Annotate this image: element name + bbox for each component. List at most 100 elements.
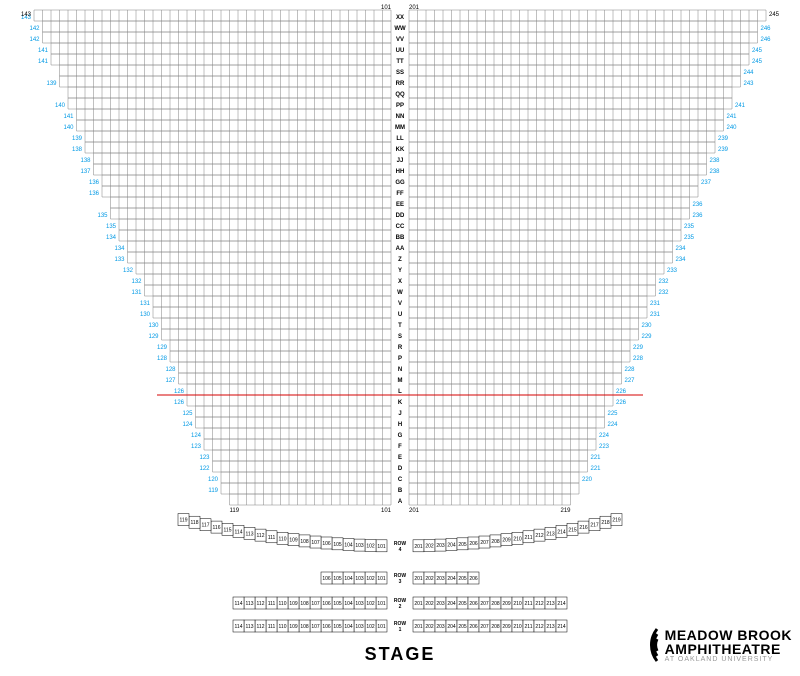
svg-text:HH: HH xyxy=(396,169,405,175)
svg-text:101: 101 xyxy=(377,576,386,582)
svg-text:216: 216 xyxy=(579,525,588,531)
svg-text:203: 203 xyxy=(436,576,445,582)
svg-text:115: 115 xyxy=(224,527,232,533)
svg-text:103: 103 xyxy=(355,576,364,582)
svg-text:118: 118 xyxy=(191,520,199,526)
svg-text:N: N xyxy=(398,367,402,373)
svg-text:H: H xyxy=(398,422,402,428)
svg-text:W: W xyxy=(397,290,403,296)
svg-text:202: 202 xyxy=(425,544,434,550)
svg-text:J: J xyxy=(398,411,401,417)
svg-text:205: 205 xyxy=(458,601,467,607)
svg-text:231: 231 xyxy=(650,312,661,318)
svg-text:T: T xyxy=(398,323,402,329)
svg-text:138: 138 xyxy=(80,158,91,164)
svg-text:119: 119 xyxy=(230,508,240,514)
svg-text:128: 128 xyxy=(157,356,168,362)
svg-text:211: 211 xyxy=(525,601,533,607)
svg-text:213: 213 xyxy=(546,601,555,607)
svg-text:2: 2 xyxy=(399,604,402,610)
svg-text:226: 226 xyxy=(616,389,627,395)
svg-text:MM: MM xyxy=(395,125,405,131)
svg-text:142: 142 xyxy=(29,37,40,43)
svg-text:208: 208 xyxy=(491,601,500,607)
svg-text:KK: KK xyxy=(396,147,405,153)
svg-text:131: 131 xyxy=(131,290,142,296)
svg-text:Y: Y xyxy=(398,268,402,274)
svg-text:SS: SS xyxy=(396,70,404,76)
svg-text:105: 105 xyxy=(333,542,342,548)
svg-text:241: 241 xyxy=(727,114,738,120)
svg-text:214: 214 xyxy=(557,624,566,630)
svg-text:109: 109 xyxy=(289,538,298,544)
svg-text:104: 104 xyxy=(344,601,353,607)
svg-text:143: 143 xyxy=(21,12,32,18)
svg-text:245: 245 xyxy=(752,59,763,65)
svg-text:NN: NN xyxy=(396,114,405,120)
svg-text:224: 224 xyxy=(599,433,610,439)
svg-text:224: 224 xyxy=(608,422,619,428)
svg-text:4: 4 xyxy=(399,547,402,553)
svg-text:P: P xyxy=(398,356,402,362)
svg-text:104: 104 xyxy=(344,624,353,630)
svg-text:207: 207 xyxy=(480,540,489,546)
svg-text:104: 104 xyxy=(344,543,353,549)
svg-text:123: 123 xyxy=(199,455,210,461)
svg-text:122: 122 xyxy=(199,466,210,472)
svg-text:221: 221 xyxy=(591,455,602,461)
svg-text:111: 111 xyxy=(268,535,276,541)
svg-text:126: 126 xyxy=(174,400,185,406)
svg-text:111: 111 xyxy=(268,624,276,630)
svg-text:113: 113 xyxy=(246,601,254,607)
svg-text:215: 215 xyxy=(568,527,577,533)
svg-text:213: 213 xyxy=(546,624,555,630)
svg-text:106: 106 xyxy=(322,624,331,630)
svg-text:D: D xyxy=(398,466,403,472)
svg-text:105: 105 xyxy=(333,624,342,630)
svg-text:228: 228 xyxy=(633,356,644,362)
svg-text:212: 212 xyxy=(535,624,544,630)
svg-text:219: 219 xyxy=(612,518,621,524)
svg-text:229: 229 xyxy=(642,334,653,340)
svg-text:105: 105 xyxy=(333,601,342,607)
svg-text:K: K xyxy=(398,400,403,406)
svg-text:Z: Z xyxy=(398,257,402,263)
svg-text:139: 139 xyxy=(72,136,83,142)
svg-text:BB: BB xyxy=(396,235,405,241)
svg-text:234: 234 xyxy=(676,257,687,263)
svg-text:120: 120 xyxy=(208,477,219,483)
svg-text:110: 110 xyxy=(279,624,287,630)
svg-text:116: 116 xyxy=(213,525,221,531)
svg-text:207: 207 xyxy=(480,624,489,630)
svg-text:139: 139 xyxy=(46,81,57,87)
svg-text:235: 235 xyxy=(684,224,695,230)
svg-text:205: 205 xyxy=(458,624,467,630)
svg-text:141: 141 xyxy=(38,48,49,54)
svg-text:C: C xyxy=(398,477,403,483)
svg-text:TT: TT xyxy=(396,59,404,65)
svg-text:238: 238 xyxy=(710,158,721,164)
svg-text:142: 142 xyxy=(29,26,40,32)
svg-text:205: 205 xyxy=(458,576,467,582)
svg-text:140: 140 xyxy=(63,125,74,131)
svg-text:VV: VV xyxy=(396,37,404,43)
svg-text:101: 101 xyxy=(381,508,392,514)
svg-text:3: 3 xyxy=(399,579,402,585)
seating-svg: XX143WW142246VV142246UU141245TT141245SS2… xyxy=(0,0,800,671)
svg-text:236: 236 xyxy=(693,213,704,219)
svg-text:202: 202 xyxy=(425,576,434,582)
svg-text:141: 141 xyxy=(38,59,49,65)
svg-text:GG: GG xyxy=(395,180,405,186)
svg-text:113: 113 xyxy=(246,531,254,537)
svg-text:204: 204 xyxy=(447,624,456,630)
svg-text:V: V xyxy=(398,301,402,307)
svg-text:EE: EE xyxy=(396,202,404,208)
svg-text:103: 103 xyxy=(355,543,364,549)
svg-text:239: 239 xyxy=(718,147,729,153)
svg-text:E: E xyxy=(398,455,402,461)
svg-text:218: 218 xyxy=(601,520,610,526)
svg-text:133: 133 xyxy=(114,257,125,263)
svg-text:229: 229 xyxy=(633,345,644,351)
svg-text:108: 108 xyxy=(300,601,309,607)
svg-text:204: 204 xyxy=(447,543,456,549)
